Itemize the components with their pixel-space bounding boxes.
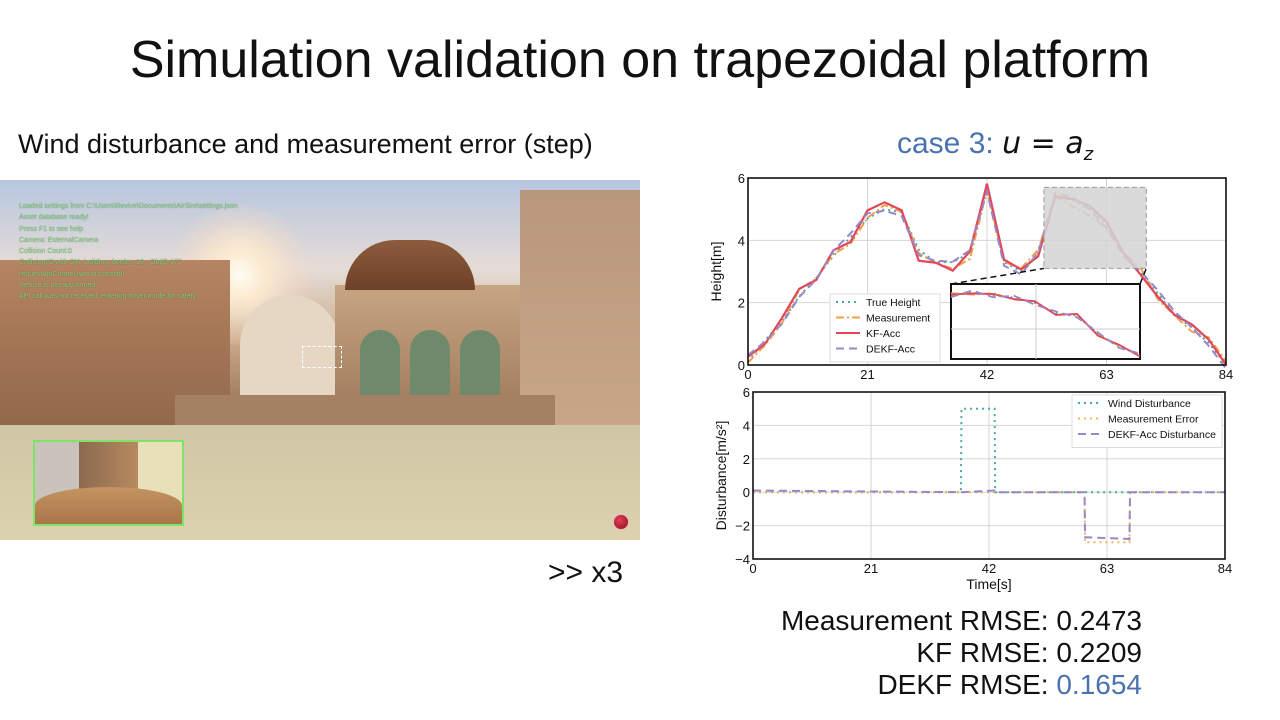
svg-text:Measurement: Measurement: [866, 313, 930, 325]
disturbance-chart: 0 21 42 63 84 −4 −2 0 2 4 6 Disturbance[m/s²] Time[s…: [713, 385, 1232, 592]
svg-text:Disturbance[m/s²]: Disturbance[m/s²]: [713, 421, 729, 531]
series-line: [747, 183, 1227, 366]
svg-text:21: 21: [864, 561, 878, 576]
svg-text:2: 2: [743, 452, 750, 467]
case-formula-sub: z: [1083, 144, 1094, 165]
svg-text:6: 6: [743, 385, 750, 400]
height-chart: 0 21 42 63 84 0 2 4 6 Height[m] True Height Measure…: [708, 171, 1233, 382]
svg-text:42: 42: [980, 367, 994, 382]
svg-text:21: 21: [860, 367, 874, 382]
rmse-dekf-label: DEKF RMSE:: [877, 669, 1049, 700]
rmse-dekf: DEKF RMSE: 0.1654: [877, 669, 1142, 701]
svg-text:Wind Disturbance: Wind Disturbance: [1108, 398, 1191, 410]
rmse-dekf-value: 0.1654: [1056, 669, 1142, 700]
rmse-measurement: Measurement RMSE: 0.2473: [781, 605, 1142, 637]
camera-pip-view: [33, 440, 184, 526]
simulator-log: Loaded settings from C:\Users\Revive\Doc…: [19, 203, 238, 301]
series-line: [747, 187, 1227, 370]
case-label: case 3:: [897, 127, 994, 160]
svg-text:True Height: True Height: [866, 297, 921, 309]
svg-text:2: 2: [738, 296, 745, 311]
zoom-region: [1043, 186, 1147, 269]
chart-legend: True Height Measurement KF-Acc DEKF-Acc: [829, 293, 941, 363]
svg-text:84: 84: [1218, 561, 1232, 576]
playback-speed-label: >> x3: [548, 556, 624, 589]
case-formula: u = az: [1002, 126, 1093, 165]
slide-title: Simulation validation on trapezoidal pla…: [129, 31, 1151, 89]
simulation-video[interactable]: [0, 180, 640, 540]
svg-text:−4: −4: [735, 552, 750, 567]
chart-legend: Wind Disturbance Measurement Error DEKF-Ac…: [1071, 394, 1223, 448]
svg-text:−2: −2: [735, 519, 750, 534]
slide-subtitle: Wind disturbance and measurement error (…: [18, 129, 593, 159]
svg-text:Height[m]: Height[m]: [708, 242, 724, 302]
drone-target-box: [302, 346, 342, 368]
svg-text:4: 4: [743, 418, 750, 433]
record-icon[interactable]: [613, 514, 629, 530]
svg-text:KF-Acc: KF-Acc: [866, 328, 900, 340]
svg-text:42: 42: [982, 561, 996, 576]
svg-text:DEKF-Acc Disturbance: DEKF-Acc Disturbance: [1108, 429, 1216, 441]
rmse-kf: KF RMSE: 0.2209: [916, 637, 1142, 669]
rmse-kf-label: KF RMSE:: [916, 637, 1049, 668]
svg-text:84: 84: [1219, 367, 1233, 382]
rmse-measurement-label: Measurement RMSE:: [780, 605, 1049, 636]
zoom-inset: [950, 283, 1141, 360]
scene-dome-brown: [345, 240, 475, 290]
pip-floor: [35, 487, 182, 524]
svg-text:6: 6: [738, 171, 745, 186]
svg-text:63: 63: [1099, 367, 1113, 382]
series-line: [752, 489, 1225, 540]
svg-text:0: 0: [744, 367, 751, 382]
case-formula-main: u = a: [1002, 126, 1084, 161]
svg-text:0: 0: [749, 561, 756, 576]
svg-text:Time[s]: Time[s]: [966, 576, 1011, 592]
svg-text:4: 4: [738, 233, 745, 248]
svg-text:DEKF-Acc: DEKF-Acc: [866, 344, 915, 356]
rmse-measurement-value: 0.2473: [1056, 605, 1142, 636]
svg-text:63: 63: [1100, 561, 1114, 576]
svg-text:Measurement Error: Measurement Error: [1108, 414, 1199, 426]
case-title: case 3: u = az: [897, 126, 1093, 165]
svg-text:0: 0: [743, 485, 750, 500]
svg-text:0: 0: [738, 358, 745, 373]
rmse-kf-value: 0.2209: [1056, 637, 1142, 668]
